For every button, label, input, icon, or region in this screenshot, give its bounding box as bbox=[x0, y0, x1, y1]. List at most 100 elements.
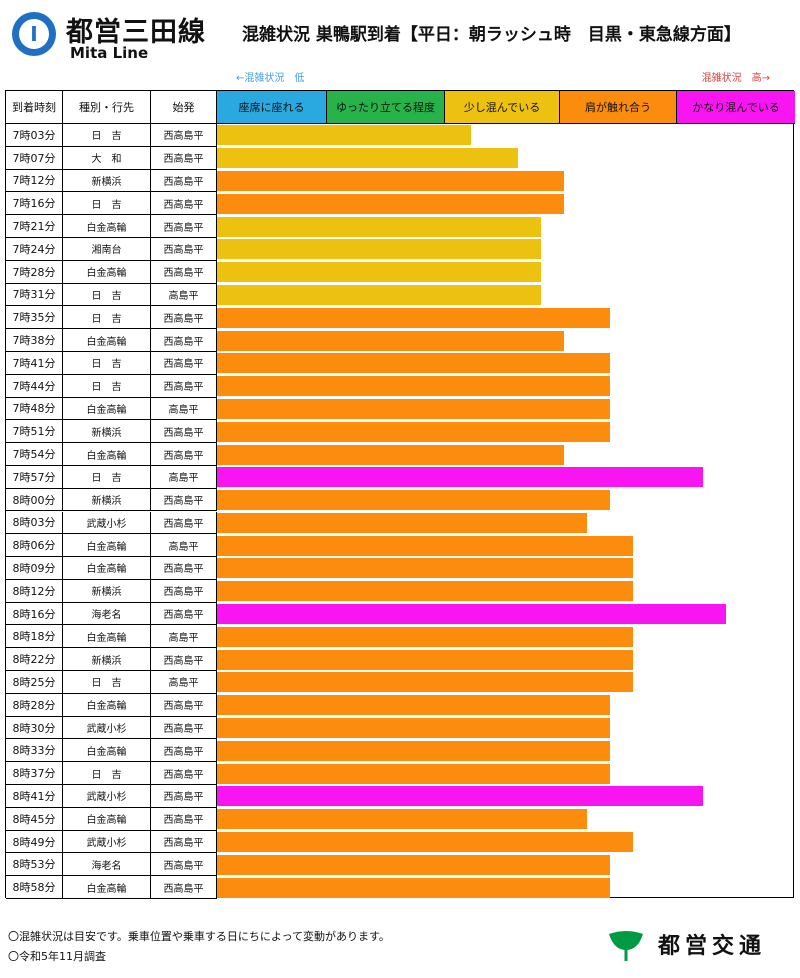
cell-time: 7時44分 bbox=[6, 374, 63, 398]
legend-level-1: 座席に座れる bbox=[217, 91, 327, 124]
cell-time: 7時57分 bbox=[6, 465, 63, 489]
cell-destination: 白金高輪 bbox=[63, 739, 151, 763]
cell-origin: 高島平 bbox=[151, 534, 217, 558]
cell-origin: 西高島平 bbox=[151, 260, 217, 284]
congestion-bar bbox=[217, 535, 634, 556]
cell-time: 8時22分 bbox=[6, 648, 63, 672]
congestion-bar bbox=[217, 558, 634, 579]
cell-origin: 西高島平 bbox=[151, 488, 217, 512]
cell-time: 7時38分 bbox=[6, 329, 63, 352]
cell-origin: 西高島平 bbox=[151, 739, 217, 763]
cell-time: 7時03分 bbox=[6, 124, 63, 147]
cell-destination: 日 吉 bbox=[63, 283, 151, 307]
cell-time: 7時35分 bbox=[6, 306, 63, 330]
cell-destination: 日 吉 bbox=[63, 762, 151, 786]
congestion-bar bbox=[217, 398, 611, 419]
cell-time: 7時28分 bbox=[6, 260, 63, 284]
congestion-bar bbox=[217, 786, 703, 807]
congestion-bar bbox=[217, 695, 611, 716]
cell-time: 7時07分 bbox=[6, 146, 63, 170]
cell-time: 7時51分 bbox=[6, 420, 63, 444]
cell-destination: 武蔵小杉 bbox=[63, 716, 151, 740]
congestion-bar bbox=[217, 718, 611, 739]
header-time: 到着時刻 bbox=[6, 91, 63, 124]
congestion-bar bbox=[217, 763, 611, 784]
congestion-bar bbox=[217, 239, 541, 260]
line-logo-letter: I bbox=[19, 19, 49, 49]
cell-destination: 日 吉 bbox=[63, 192, 151, 216]
legend-level-4: 肩が触れ合う bbox=[560, 91, 677, 124]
legend-level-5: かなり混んでいる bbox=[677, 91, 795, 124]
cell-destination: 湘南台 bbox=[63, 237, 151, 261]
cell-destination: 日 吉 bbox=[63, 671, 151, 694]
congestion-bar bbox=[217, 125, 472, 146]
cell-origin: 西高島平 bbox=[151, 830, 217, 854]
ginkgo-logo-icon bbox=[609, 931, 643, 961]
header-kind: 種別・行先 bbox=[63, 91, 151, 124]
cell-origin: 高島平 bbox=[151, 283, 217, 307]
cell-destination: 白金高輪 bbox=[63, 625, 151, 649]
legend-level-3: 少し混んでいる bbox=[445, 91, 560, 124]
congestion-bar bbox=[217, 467, 703, 488]
cell-time: 8時18分 bbox=[6, 625, 63, 649]
page-title: 混雑状況 巣鴨駅到着【平日：朝ラッシュ時 目黒・東急線方面】 bbox=[242, 25, 741, 45]
cell-destination: 白金高輪 bbox=[63, 260, 151, 284]
cell-origin: 西高島平 bbox=[151, 648, 217, 672]
cell-time: 8時30分 bbox=[6, 716, 63, 740]
cell-destination: 白金高輪 bbox=[63, 215, 151, 238]
cell-destination: 日 吉 bbox=[63, 124, 151, 147]
cell-time: 7時41分 bbox=[6, 351, 63, 375]
congestion-bar bbox=[217, 809, 587, 830]
scale-high-label: 混雑状況 高→ bbox=[701, 73, 770, 84]
congestion-bar bbox=[217, 148, 518, 169]
congestion-bar bbox=[217, 877, 611, 898]
cell-time: 8時09分 bbox=[6, 557, 63, 580]
brand-name: 都営交通 bbox=[658, 934, 767, 959]
cell-time: 8時45分 bbox=[6, 807, 63, 831]
cell-time: 8時58分 bbox=[6, 876, 63, 899]
cell-time: 7時24分 bbox=[6, 237, 63, 261]
cell-time: 8時03分 bbox=[6, 511, 63, 535]
cell-destination: 白金高輪 bbox=[63, 534, 151, 558]
cell-destination: 白金高輪 bbox=[63, 329, 151, 352]
congestion-bar bbox=[217, 444, 564, 465]
congestion-bar bbox=[217, 626, 634, 647]
congestion-bar bbox=[217, 330, 564, 351]
cell-origin: 西高島平 bbox=[151, 169, 217, 193]
cell-origin: 西高島平 bbox=[151, 602, 217, 626]
congestion-bar bbox=[217, 262, 541, 283]
cell-origin: 高島平 bbox=[151, 671, 217, 694]
header-origin: 始発 bbox=[151, 91, 217, 124]
congestion-bar bbox=[217, 672, 634, 693]
congestion-bar bbox=[217, 581, 634, 602]
cell-origin: 高島平 bbox=[151, 625, 217, 649]
legend-level-2: ゆったり立てる程度 bbox=[327, 91, 445, 124]
cell-origin: 西高島平 bbox=[151, 146, 217, 170]
congestion-bar bbox=[217, 216, 541, 237]
scale-low-label: ←混雑状況 低 bbox=[236, 73, 305, 84]
cell-destination: 白金高輪 bbox=[63, 876, 151, 899]
cell-destination: 武蔵小杉 bbox=[63, 511, 151, 535]
congestion-bar bbox=[217, 421, 611, 442]
cell-origin: 西高島平 bbox=[151, 215, 217, 238]
congestion-bar bbox=[217, 307, 611, 328]
congestion-bar bbox=[217, 512, 587, 533]
cell-origin: 西高島平 bbox=[151, 853, 217, 877]
cell-destination: 海老名 bbox=[63, 853, 151, 877]
cell-time: 8時06分 bbox=[6, 534, 63, 558]
cell-time: 8時49分 bbox=[6, 830, 63, 854]
congestion-bar bbox=[217, 193, 564, 214]
congestion-bar bbox=[217, 170, 564, 191]
congestion-bar bbox=[217, 740, 611, 761]
cell-time: 7時31分 bbox=[6, 283, 63, 307]
cell-origin: 西高島平 bbox=[151, 443, 217, 466]
congestion-table: 到着時刻 種別・行先 始発 座席に座れる ゆったり立てる程度 少し混んでいる 肩が触れ… bbox=[5, 90, 795, 899]
cell-destination: 新横浜 bbox=[63, 648, 151, 672]
cell-time: 8時25分 bbox=[6, 671, 63, 694]
cell-destination: 白金高輪 bbox=[63, 443, 151, 466]
cell-origin: 西高島平 bbox=[151, 420, 217, 444]
cell-origin: 西高島平 bbox=[151, 785, 217, 808]
congestion-bar bbox=[217, 284, 541, 305]
cell-time: 8時12分 bbox=[6, 579, 63, 603]
cell-origin: 西高島平 bbox=[151, 807, 217, 831]
